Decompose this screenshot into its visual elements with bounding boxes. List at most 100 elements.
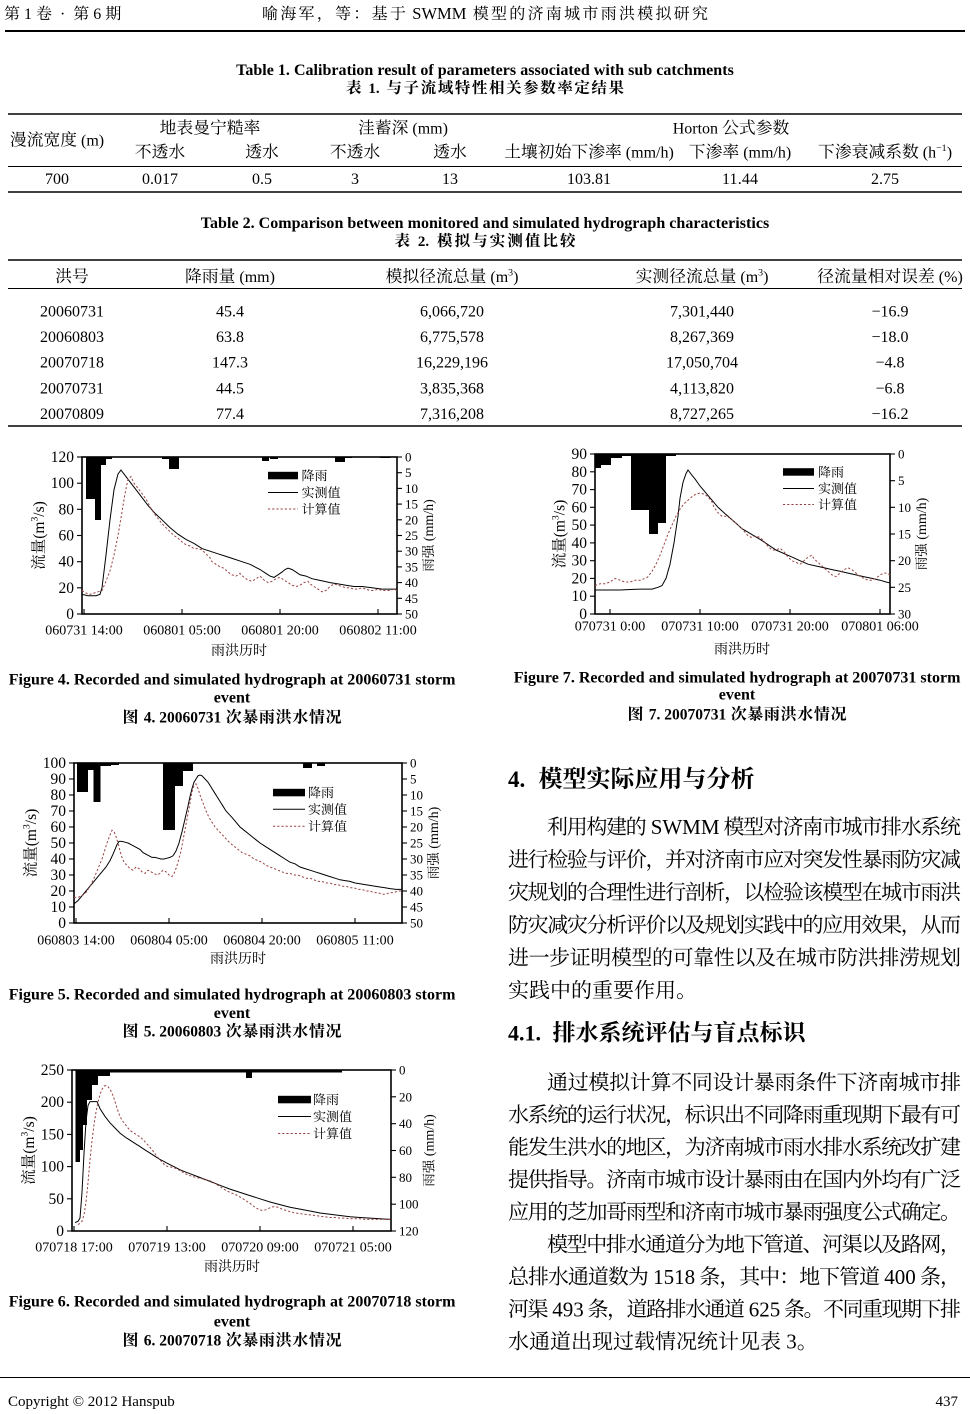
- svg-text:120: 120: [51, 449, 74, 466]
- svg-text:15: 15: [410, 804, 423, 819]
- svg-text:(m: (m: [21, 1137, 38, 1154]
- svg-text:60: 60: [399, 1143, 412, 1158]
- svg-text:−16.9: −16.9: [872, 304, 909, 321]
- svg-text:40: 40: [410, 884, 423, 899]
- svg-text:103.81: 103.81: [567, 171, 611, 188]
- svg-text:): ): [763, 269, 768, 286]
- svg-text:0: 0: [410, 756, 417, 771]
- svg-text:): ): [947, 145, 952, 162]
- svg-text:1.: 1.: [368, 81, 379, 97]
- svg-text:/s): /s): [23, 809, 40, 825]
- svg-text:060803 14:00: 060803 14:00: [37, 934, 114, 949]
- svg-text:20060731: 20060731: [40, 304, 104, 321]
- svg-text:7. 20070731: 7. 20070731: [649, 707, 727, 724]
- svg-text:3: 3: [550, 515, 561, 520]
- svg-text:3: 3: [20, 1132, 31, 1137]
- svg-text:/s): /s): [21, 1116, 38, 1132]
- svg-text:(mm/h): (mm/h): [626, 145, 674, 162]
- svg-text:20070718: 20070718: [40, 355, 104, 372]
- svg-text:Table 1. Calibration result of: Table 1. Calibration result of parameter…: [236, 62, 734, 79]
- svg-text:50: 50: [410, 916, 423, 931]
- svg-text:3: 3: [351, 171, 359, 188]
- svg-text:070719 13:00: 070719 13:00: [128, 1241, 205, 1256]
- svg-text:event: event: [719, 687, 756, 704]
- svg-text:Figure 5. Recorded and simulat: Figure 5. Recorded and simulated hydrogr…: [9, 987, 456, 1004]
- svg-text:80: 80: [59, 501, 75, 518]
- svg-text:(m): (m): [81, 133, 104, 150]
- svg-text:10: 10: [898, 500, 911, 515]
- svg-text:(m: (m: [740, 269, 758, 286]
- svg-text:070801 06:00: 070801 06:00: [841, 620, 918, 635]
- svg-text:0: 0: [58, 915, 66, 932]
- svg-text:90: 90: [572, 446, 588, 463]
- svg-text:060804 05:00: 060804 05:00: [130, 934, 207, 949]
- svg-text:20060803: 20060803: [40, 329, 104, 346]
- svg-text:event: event: [214, 1314, 251, 1331]
- svg-text:10: 10: [51, 899, 67, 916]
- svg-text:20: 20: [59, 580, 75, 597]
- svg-text:060801 05:00: 060801 05:00: [143, 624, 220, 639]
- svg-text:1518: 1518: [653, 1265, 695, 1289]
- svg-text:Figure 4. Recorded and simulat: Figure 4. Recorded and simulated hydrogr…: [9, 672, 456, 689]
- svg-text:060804 20:00: 060804 20:00: [223, 934, 300, 949]
- svg-text:40: 40: [51, 851, 67, 868]
- svg-text:200: 200: [41, 1094, 64, 1111]
- svg-text:SWMM: SWMM: [651, 815, 720, 839]
- svg-text:60: 60: [572, 499, 588, 516]
- svg-text:−18.0: −18.0: [872, 329, 909, 346]
- svg-text:150: 150: [41, 1126, 64, 1143]
- svg-text:45: 45: [405, 591, 418, 606]
- svg-text:(m: (m: [31, 522, 48, 539]
- svg-text:77.4: 77.4: [216, 406, 244, 423]
- svg-text:100: 100: [43, 755, 66, 772]
- svg-text:625: 625: [749, 1297, 781, 1321]
- svg-text:50: 50: [49, 1191, 65, 1208]
- svg-text:0: 0: [898, 447, 905, 462]
- svg-text:45.4: 45.4: [216, 304, 244, 321]
- svg-text:25: 25: [898, 580, 911, 595]
- svg-text:7,301,440: 7,301,440: [670, 304, 734, 321]
- svg-text:070731 10:00: 070731 10:00: [661, 620, 738, 635]
- svg-text:4.: 4.: [508, 767, 525, 792]
- svg-text:20: 20: [399, 1089, 412, 1104]
- svg-text:070731 20:00: 070731 20:00: [751, 620, 828, 635]
- svg-text:(mm): (mm): [239, 269, 275, 286]
- svg-text:35: 35: [405, 559, 418, 574]
- svg-text:80: 80: [399, 1170, 412, 1185]
- svg-text:45: 45: [410, 900, 423, 915]
- svg-text:60: 60: [59, 528, 75, 545]
- svg-text:25: 25: [410, 836, 423, 851]
- svg-text:17,050,704: 17,050,704: [666, 355, 738, 372]
- svg-text:120: 120: [399, 1224, 419, 1239]
- svg-text:4. 20060731: 4. 20060731: [144, 710, 222, 727]
- svg-text:−4.8: −4.8: [876, 355, 905, 372]
- svg-text:·: ·: [60, 6, 65, 23]
- svg-text:8,267,369: 8,267,369: [670, 329, 734, 346]
- svg-text:3,835,368: 3,835,368: [420, 380, 484, 397]
- svg-text:3: 3: [786, 1330, 797, 1354]
- svg-text:060801 20:00: 060801 20:00: [241, 624, 318, 639]
- svg-text:44.5: 44.5: [216, 380, 244, 397]
- svg-text:493: 493: [552, 1297, 584, 1321]
- svg-text:5: 5: [410, 772, 417, 787]
- svg-text:100: 100: [51, 475, 74, 492]
- svg-text:(mm/h): (mm/h): [422, 499, 437, 541]
- svg-text:16,229,196: 16,229,196: [416, 355, 488, 372]
- svg-text:13: 13: [442, 171, 458, 188]
- svg-text:Figure 6. Recorded and simulat: Figure 6. Recorded and simulated hydrogr…: [9, 1294, 456, 1311]
- svg-text:060731 14:00: 060731 14:00: [45, 624, 122, 639]
- svg-text:(mm/h): (mm/h): [423, 1114, 438, 1156]
- svg-text:40: 40: [572, 535, 588, 552]
- svg-text:6: 6: [93, 6, 101, 23]
- svg-text:(mm): (mm): [412, 121, 448, 138]
- svg-text:20: 20: [572, 570, 588, 587]
- svg-text:Table 2. Comparison between mo: Table 2. Comparison between monitored an…: [201, 215, 769, 232]
- svg-text:070731 0:00: 070731 0:00: [575, 620, 645, 635]
- svg-text:0: 0: [66, 606, 74, 623]
- svg-text:30: 30: [410, 852, 423, 867]
- svg-text:250: 250: [41, 1062, 64, 1079]
- svg-text:2.: 2.: [418, 234, 429, 250]
- svg-text:20: 20: [898, 553, 911, 568]
- svg-text:4,113,820: 4,113,820: [670, 380, 734, 397]
- svg-text:Horton: Horton: [673, 121, 718, 138]
